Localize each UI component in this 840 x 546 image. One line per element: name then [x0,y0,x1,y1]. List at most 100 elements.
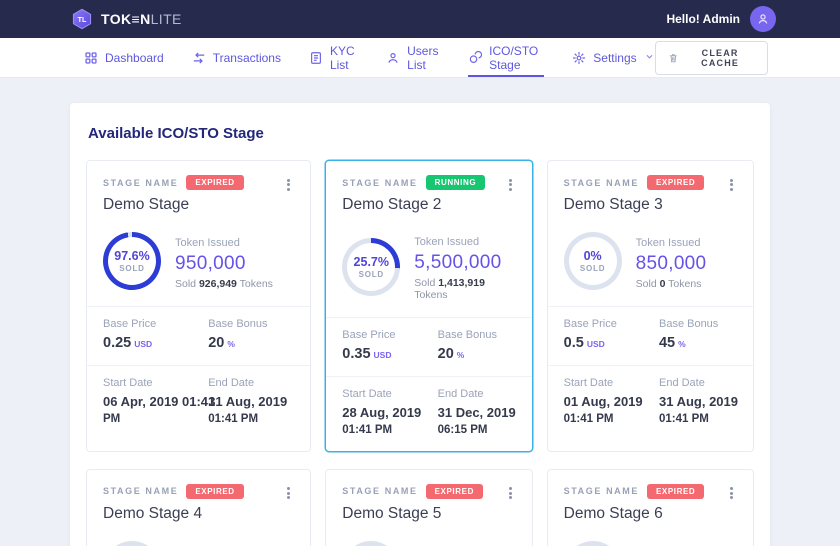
start-time-value: PM [103,412,121,425]
sold-tokens-line: Sold 0 Tokens [635,277,702,290]
token-issued-label: Token Issued [175,236,240,249]
end-date-label: End Date [437,388,484,400]
base-bonus-unit: % [456,350,465,360]
stage-name-label: STAGE NAME [342,177,418,188]
stage-name-label: STAGE NAME [342,486,418,497]
status-badge: EXPIRED [646,483,705,499]
stage-title: Demo Stage 3 [563,196,663,213]
gear-icon [572,51,586,65]
base-bonus-unit: % [227,339,235,349]
list-icon [309,51,323,65]
stage-card: STAGE NAME EXPIRED Demo Stage 97.6% SOLD… [86,160,312,452]
stage-name-label: STAGE NAME [103,486,179,497]
end-date-value: 31 Aug, 2019 [658,394,738,409]
sold-progress-ring: 0% SOLD [563,540,622,546]
status-badge: RUNNING [425,175,486,190]
token-issued-label: Token Issued [414,236,480,248]
base-price-label: Base Price [563,318,617,330]
sold-percent: 0% [583,249,602,263]
sold-word: SOLD [579,264,606,273]
sold-word: SOLD [358,269,384,279]
kebab-menu-button[interactable] [283,175,294,194]
status-badge: EXPIRED [425,483,483,499]
coins-icon [468,50,483,65]
start-date-value: 28 Aug, 2019 [342,405,422,420]
token-issued-value: 5,500,000 [414,252,502,273]
stage-card: STAGE NAME EXPIRED Demo Stage 5 0% SOLD … [325,468,533,546]
status-badge: EXPIRED [186,483,244,499]
base-bonus-value: 45 [658,335,676,351]
content-area: Available ICO/STO Stage STAGE NAME EXPIR… [0,78,840,546]
base-bonus-label: Base Bonus [437,329,497,341]
nav-item-ico-sto-stage[interactable]: ICO/STO Stage [468,38,545,77]
base-bonus-label: Base Bonus [658,318,719,330]
sold-percent: 25.7% [353,254,389,269]
stage-card-grid: STAGE NAME EXPIRED Demo Stage 97.6% SOLD… [86,160,754,546]
stage-card: STAGE NAME RUNNING Demo Stage 2 25.7% SO… [325,160,533,452]
tokenlite-logo-icon: TL [72,8,92,30]
end-date-label: End Date [658,377,705,389]
stage-card: STAGE NAME EXPIRED Demo Stage 4 0% SOLD … [86,468,312,546]
nav-item-settings[interactable]: Settings [572,38,654,77]
nav-item-transactions[interactable]: Transactions [192,38,281,77]
end-time-value: 06:15 PM [437,423,488,436]
base-bonus-value: 20 [208,335,225,351]
sold-progress-ring: 0% SOLD [563,232,622,290]
stage-name-label: STAGE NAME [563,486,639,497]
svg-text:TL: TL [78,16,87,24]
chevron-down-icon [644,51,655,65]
base-bonus-label: Base Bonus [208,318,268,330]
start-date-label: Start Date [342,388,392,400]
start-date-label: Start Date [563,377,614,389]
nav-item-users-list[interactable]: Users List [386,38,440,77]
stage-title: Demo Stage 2 [342,196,442,213]
stage-card: STAGE NAME EXPIRED Demo Stage 6 0% SOLD … [546,468,754,546]
nav-item-kyc-list[interactable]: KYC List [309,38,358,77]
kebab-menu-button[interactable] [726,175,737,194]
greeting-text: Hello! Admin [666,12,740,26]
nav-item-dashboard[interactable]: Dashboard [84,38,164,77]
kebab-menu-button[interactable] [726,484,737,503]
status-badge: EXPIRED [646,175,705,190]
sold-tokens-line: Sold 926,949 Tokens [175,277,273,290]
user-avatar[interactable] [750,6,776,32]
sold-progress-ring: 0% SOLD [103,540,161,546]
kebab-menu-button[interactable] [283,484,294,503]
page-title: Available ICO/STO Stage [88,125,264,142]
base-price-value: 0.5 [563,335,584,351]
sold-percent: 97.6% [114,249,150,263]
base-price-unit: USD [586,339,605,349]
stage-title: Demo Stage 4 [103,504,203,522]
main-nav: Dashboard Transactions KYC List Users Li… [0,38,840,78]
swap-icon [192,51,206,65]
sold-word: SOLD [119,264,145,273]
clear-cache-button[interactable]: CLEAR CACHE [654,40,768,75]
stage-title: Demo Stage [103,196,190,213]
base-price-unit: USD [134,339,153,349]
stage-name-label: STAGE NAME [103,177,179,188]
end-date-value: 31 Dec, 2019 [437,405,516,420]
kebab-menu-button[interactable] [505,484,516,503]
brand-text: TOK≡NLITE [101,11,182,27]
end-date-label: End Date [208,377,255,389]
stage-title: Demo Stage 6 [563,504,663,522]
sold-progress-ring: 0% SOLD [342,540,401,546]
status-badge: EXPIRED [186,175,244,190]
stage-card: STAGE NAME EXPIRED Demo Stage 3 0% SOLD … [546,160,754,452]
start-date-value: 01 Aug, 2019 [563,394,643,409]
person-icon [758,14,768,24]
user-icon [386,51,400,65]
end-date-value: 31 Aug, 2019 [208,394,288,409]
token-issued-value: 850,000 [635,252,707,274]
base-price-unit: USD [373,350,392,360]
sold-tokens-line: Sold 1,413,919 Tokens [414,277,485,301]
end-time-value: 01:41 PM [658,412,709,425]
kebab-menu-button[interactable] [505,175,516,194]
base-price-label: Base Price [342,329,396,341]
trash-icon [669,53,677,62]
stage-panel: Available ICO/STO Stage STAGE NAME EXPIR… [70,103,770,546]
brand[interactable]: TL TOK≡NLITE [71,8,182,30]
base-price-value: 0.25 [103,335,132,351]
stage-title: Demo Stage 5 [342,504,442,522]
end-time-value: 01:41 PM [208,412,259,425]
